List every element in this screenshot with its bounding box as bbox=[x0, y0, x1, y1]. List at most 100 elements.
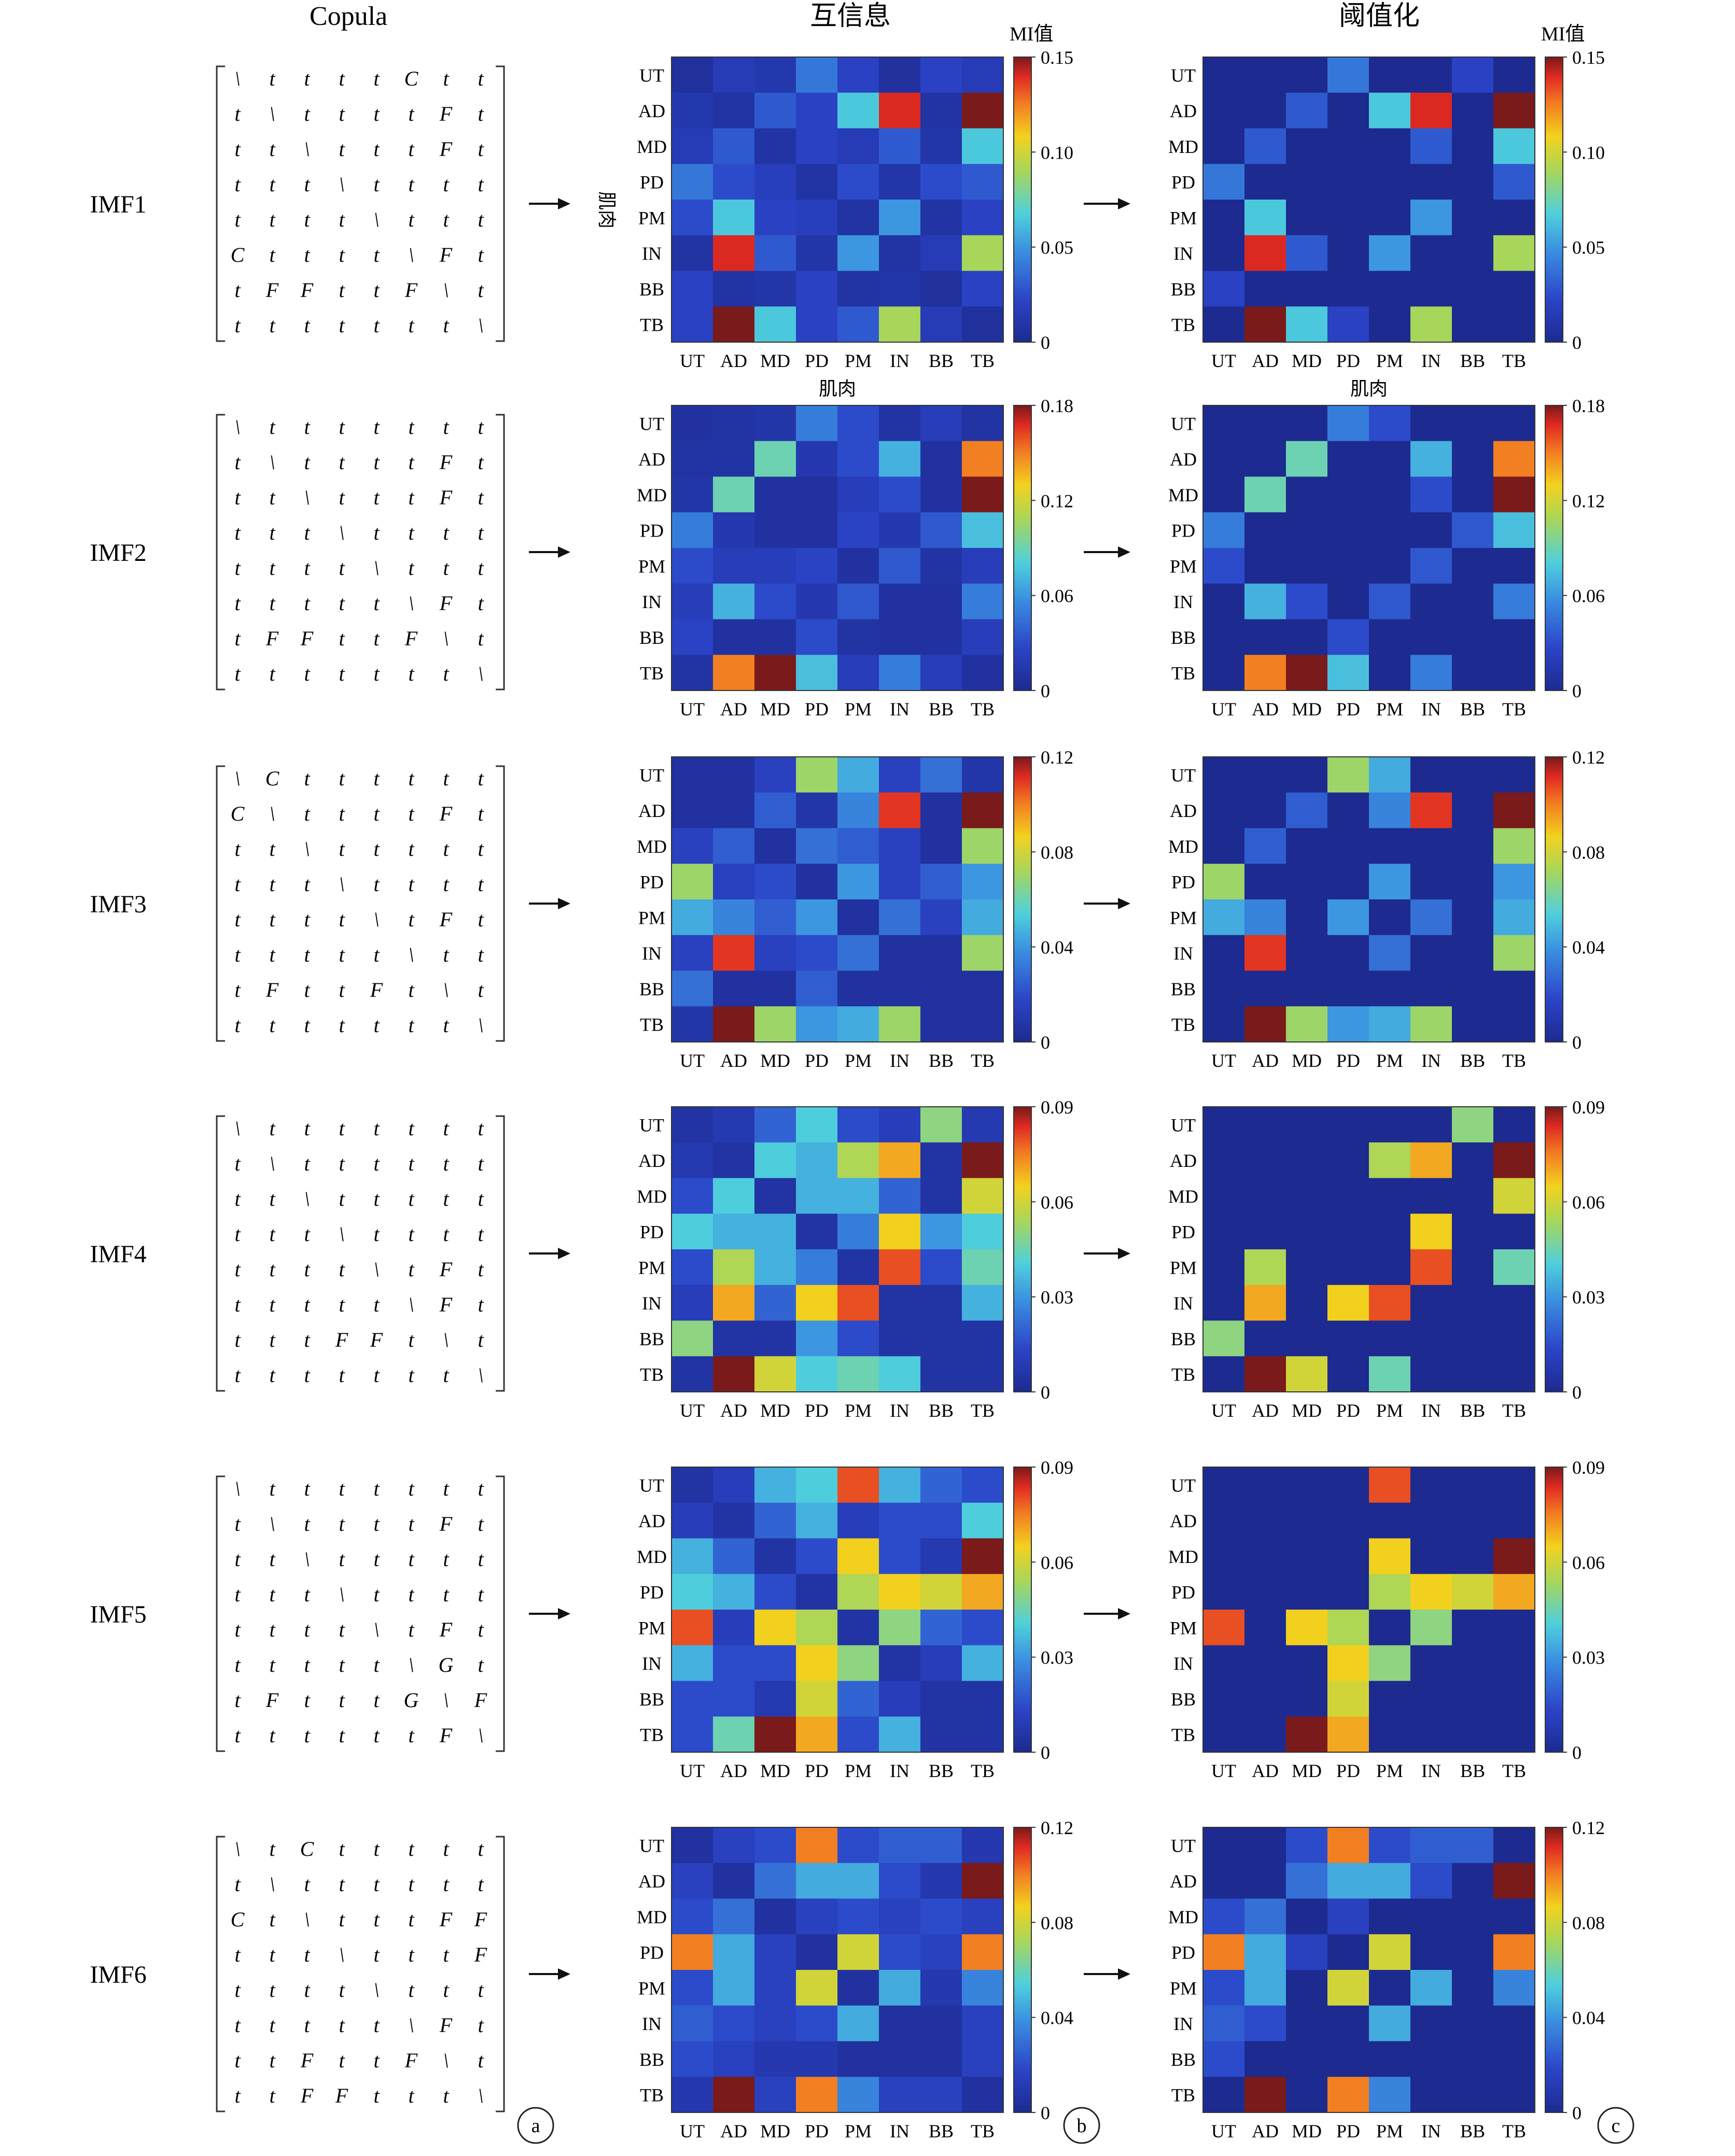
copula-entry: t bbox=[269, 556, 275, 580]
y-tick-label: TB bbox=[640, 315, 664, 335]
heatmap-cell bbox=[1203, 792, 1245, 828]
heatmap-cell bbox=[962, 1178, 1004, 1214]
heatmap-cell bbox=[754, 548, 796, 584]
heatmap-cell bbox=[920, 512, 962, 548]
copula-entry: t bbox=[234, 1872, 241, 1896]
heatmap-cell bbox=[1203, 1610, 1245, 1646]
heatmap-cell bbox=[796, 1645, 838, 1681]
heatmap-cell bbox=[1493, 548, 1535, 584]
colorbar-tick-label: 0.09 bbox=[1041, 1457, 1073, 1478]
heatmap-cell bbox=[796, 1107, 838, 1143]
colorbar-tick-label: 0 bbox=[1041, 1032, 1050, 1053]
copula-entry: t bbox=[408, 837, 414, 861]
heatmap-cell bbox=[754, 792, 796, 828]
heatmap-cell bbox=[796, 1320, 838, 1357]
copula-entry: C bbox=[231, 1908, 245, 1931]
heatmap-cell bbox=[837, 583, 879, 619]
heatmap-cell bbox=[920, 1827, 962, 1864]
copula-entry: F bbox=[370, 978, 383, 1002]
x-tick-label: PM bbox=[1376, 1050, 1403, 1071]
copula-bracket-right bbox=[496, 414, 505, 691]
copula-entry: t bbox=[234, 908, 241, 931]
heatmap-cell bbox=[920, 548, 962, 584]
copula-entry: t bbox=[373, 415, 380, 439]
heatmap-cell bbox=[1286, 164, 1328, 200]
copula-entry: t bbox=[478, 2049, 484, 2072]
heatmap-cell bbox=[962, 128, 1004, 164]
copula-entry: t bbox=[269, 837, 275, 861]
heatmap-cell bbox=[837, 2077, 879, 2113]
copula-entry: t bbox=[443, 1837, 449, 1861]
heatmap-cell bbox=[754, 405, 796, 442]
copula-entry: t bbox=[373, 1724, 380, 1747]
heatmap-cell bbox=[1369, 1827, 1411, 1864]
heatmap-cell bbox=[1369, 970, 1411, 1007]
heatmap-cell bbox=[837, 1214, 879, 1250]
x-tick-label: MD bbox=[760, 1050, 790, 1071]
heatmap-cell bbox=[1327, 1716, 1369, 1753]
heatmap-cell bbox=[879, 1285, 921, 1321]
heatmap-cell bbox=[962, 655, 1004, 691]
copula-entry: t bbox=[234, 943, 241, 966]
heatmap-cell bbox=[1493, 1249, 1535, 1286]
heatmap-cell bbox=[962, 757, 1004, 793]
copula-entry: t bbox=[304, 1293, 310, 1316]
heatmap-cell bbox=[1244, 757, 1286, 793]
x-tick-label: IN bbox=[890, 350, 910, 371]
copula-entry: t bbox=[234, 1688, 241, 1712]
copula-entry: t bbox=[234, 1258, 241, 1281]
heatmap-cell bbox=[1286, 1716, 1328, 1753]
copula-entry: t bbox=[478, 802, 484, 825]
copula-entry: t bbox=[443, 872, 449, 896]
x-tick-label: MD bbox=[1292, 699, 1322, 720]
heatmap-cell bbox=[920, 1142, 962, 1178]
heatmap-cell bbox=[879, 1320, 921, 1357]
copula-entry: t bbox=[339, 1978, 345, 2002]
heatmap-cell bbox=[754, 235, 796, 271]
heatmap-cell bbox=[920, 128, 962, 164]
heatmap-cell bbox=[1410, 1467, 1452, 1503]
heatmap-cell bbox=[1203, 1107, 1245, 1143]
y-tick-label: PD bbox=[1171, 1582, 1195, 1603]
heatmap-cell bbox=[1327, 2041, 1369, 2077]
heatmap-cell bbox=[962, 405, 1004, 442]
heatmap-cell bbox=[1203, 1214, 1245, 1250]
heatmap-cell bbox=[1244, 235, 1286, 271]
y-tick-label: UT bbox=[1171, 413, 1196, 434]
heatmap-cell bbox=[1452, 864, 1494, 900]
y-tick-label: UT bbox=[639, 1115, 664, 1135]
imf-label-5: IMF5 bbox=[90, 1601, 146, 1628]
heatmap-cell bbox=[754, 1863, 796, 1899]
heatmap-cell bbox=[1410, 583, 1452, 619]
heatmap-cell bbox=[879, 1574, 921, 1610]
copula-entry: t bbox=[269, 1477, 275, 1500]
heatmap-cell bbox=[1327, 1681, 1369, 1717]
colorbar bbox=[1545, 57, 1563, 343]
copula-entry: F bbox=[439, 1258, 453, 1281]
y-tick-label: BB bbox=[1171, 2049, 1196, 2070]
copula-entry: t bbox=[339, 1477, 345, 1500]
heatmap-cell bbox=[1286, 1610, 1328, 1646]
heatmap-cell bbox=[671, 2041, 713, 2077]
colorbar-tick-label: 0.12 bbox=[1041, 490, 1073, 511]
copula-entry: F bbox=[474, 1943, 487, 1966]
heatmap-cell bbox=[1244, 1214, 1286, 1250]
heatmap-cell bbox=[837, 1538, 879, 1574]
copula-entry: t bbox=[339, 137, 345, 161]
heatmap-cell bbox=[671, 655, 713, 691]
heatmap-cell bbox=[962, 1142, 1004, 1178]
copula-entry: t bbox=[339, 243, 345, 266]
heatmap-cell bbox=[1327, 1006, 1369, 1042]
colorbar-tick-label: 0.09 bbox=[1572, 1457, 1605, 1478]
heatmap-cell bbox=[713, 899, 755, 936]
heatmap-cell bbox=[671, 864, 713, 900]
heatmap-cell bbox=[754, 1502, 796, 1539]
copula-entry: \ bbox=[304, 837, 310, 861]
heatmap-cell bbox=[962, 512, 1004, 548]
heatmap-cell bbox=[879, 1898, 921, 1935]
heatmap-cell bbox=[1286, 1249, 1328, 1286]
heatmap-cell bbox=[1452, 792, 1494, 828]
heatmap-cell bbox=[837, 864, 879, 900]
heatmap-cell bbox=[754, 1285, 796, 1321]
heatmap-cell bbox=[1369, 1142, 1411, 1178]
